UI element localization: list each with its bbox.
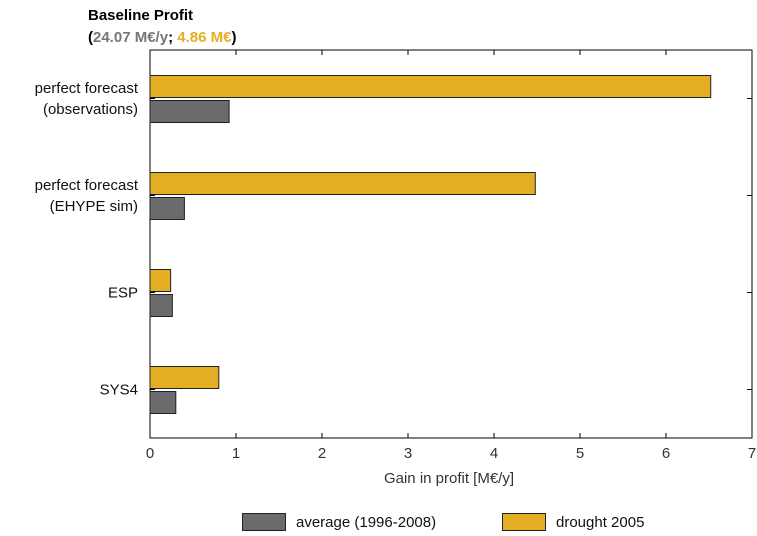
- subtitle-separator: ;: [168, 29, 178, 46]
- chart-title: Baseline Profit: [88, 7, 194, 24]
- x-tick-label: 0: [146, 445, 154, 462]
- x-tick-label: 4: [490, 445, 498, 462]
- legend-swatch-drought: [502, 513, 546, 531]
- x-tick-label: 2: [318, 445, 326, 462]
- legend-item-drought: drought 2005: [502, 510, 644, 534]
- bar-drought: [149, 172, 536, 195]
- category-label: ESP: [108, 285, 138, 302]
- plot-frame: [149, 49, 753, 439]
- category-label: SYS4: [100, 382, 138, 399]
- x-axis-label: Gain in profit [M€/y]: [384, 470, 514, 487]
- bar-chart: 0 1 2 3 4 5 6 7 Gain in profit [M€/y] perfect for…: [35, 49, 756, 487]
- bar-average: [149, 197, 185, 220]
- category-label: (EHYPE sim): [50, 198, 138, 215]
- bar-drought: [149, 366, 220, 389]
- chart-subtitle: (24.07 M€/y; 4.86 M€): [88, 29, 236, 46]
- bar-drought: [149, 75, 712, 98]
- legend-label-average: average (1996-2008): [296, 513, 437, 531]
- x-tick-label: 5: [576, 445, 584, 462]
- legend-label-drought: drought 2005: [556, 513, 645, 531]
- subtitle-drought-value: 4.86 M€: [177, 29, 232, 46]
- bar-average: [149, 100, 230, 123]
- x-tick-label: 7: [748, 445, 756, 462]
- category-label: (observations): [43, 101, 138, 118]
- legend: average (1996-2008) drought 2005: [0, 510, 757, 534]
- subtitle-open-paren: (: [88, 29, 93, 46]
- bar-average: [149, 391, 177, 414]
- bar-drought: [149, 269, 172, 292]
- legend-item-average: average (1996-2008): [242, 510, 436, 534]
- category-label: perfect forecast: [35, 177, 139, 194]
- x-tick-label: 6: [662, 445, 670, 462]
- subtitle-close-paren: ): [231, 29, 237, 46]
- bar-average: [149, 294, 173, 317]
- subtitle-average-value: 24.07 M€/y: [93, 29, 169, 46]
- legend-swatch-average: [242, 513, 286, 531]
- category-label: perfect forecast: [35, 80, 139, 97]
- x-tick-label: 1: [232, 445, 240, 462]
- x-tick-label: 3: [404, 445, 412, 462]
